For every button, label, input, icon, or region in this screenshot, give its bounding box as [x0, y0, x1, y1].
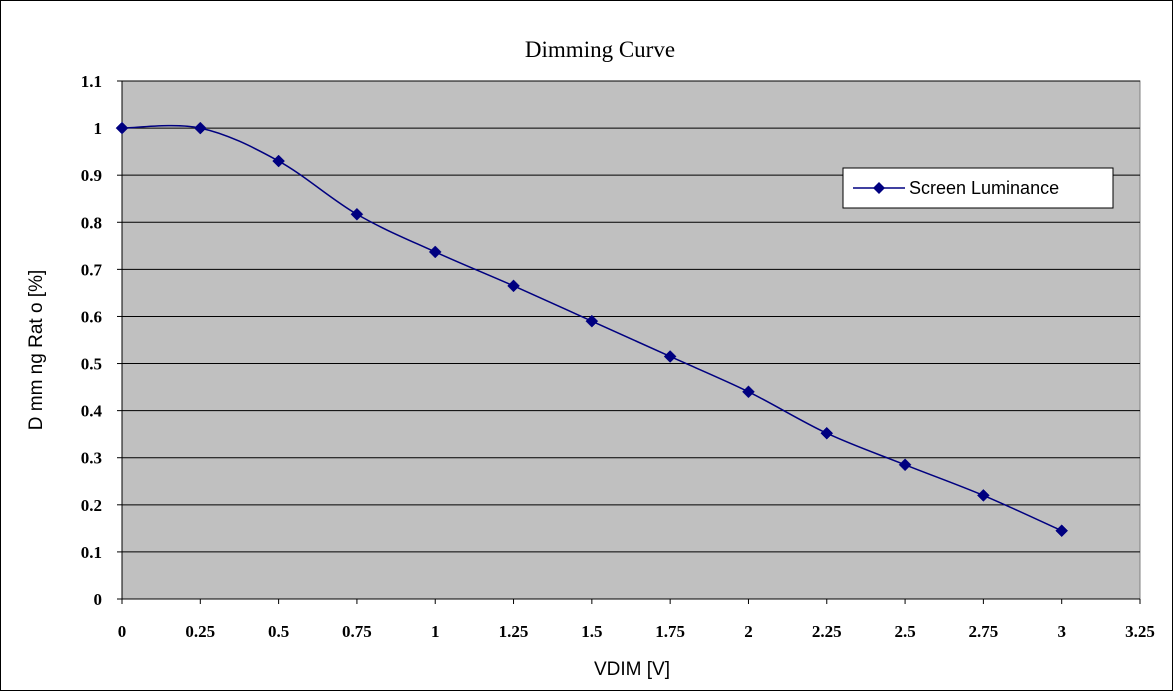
- x-tick-label: 2.25: [812, 622, 842, 641]
- y-tick-label: 0.6: [81, 307, 102, 326]
- x-tick-label: 0: [118, 622, 127, 641]
- legend-label: Screen Luminance: [909, 178, 1059, 198]
- x-tick-label: 0.75: [342, 622, 372, 641]
- y-tick-label: 1.1: [81, 72, 102, 91]
- y-tick-label: 1: [94, 119, 103, 138]
- x-tick-label: 0.25: [185, 622, 215, 641]
- x-tick-label: 2.75: [969, 622, 999, 641]
- y-tick-label: 0.9: [81, 166, 102, 185]
- x-tick-label: 0.5: [268, 622, 289, 641]
- y-tick-label: 0.1: [81, 543, 102, 562]
- x-tick-label: 2.5: [894, 622, 915, 641]
- x-tick-label: 1.5: [581, 622, 602, 641]
- y-tick-label: 0.8: [81, 213, 102, 232]
- x-tick-label: 2: [744, 622, 753, 641]
- x-tick-label: 1.75: [655, 622, 685, 641]
- y-tick-label: 0.2: [81, 496, 102, 515]
- y-tick-label: 0.4: [81, 402, 103, 421]
- chart-title: Dimming Curve: [525, 37, 675, 62]
- x-tick-label: 3.25: [1125, 622, 1155, 641]
- y-tick-label: 0.7: [81, 260, 103, 279]
- legend: Screen Luminance: [843, 168, 1113, 208]
- x-axis-title: VDIM [V]: [594, 659, 670, 680]
- y-tick-label: 0: [94, 590, 103, 609]
- y-tick-label: 0.3: [81, 449, 102, 468]
- x-tick-label: 1: [431, 622, 440, 641]
- x-tick-label: 1.25: [499, 622, 529, 641]
- x-tick-label: 3: [1057, 622, 1066, 641]
- y-axis-title: D mm ng Rat o [%]: [26, 270, 47, 431]
- y-tick-label: 0.5: [81, 355, 102, 374]
